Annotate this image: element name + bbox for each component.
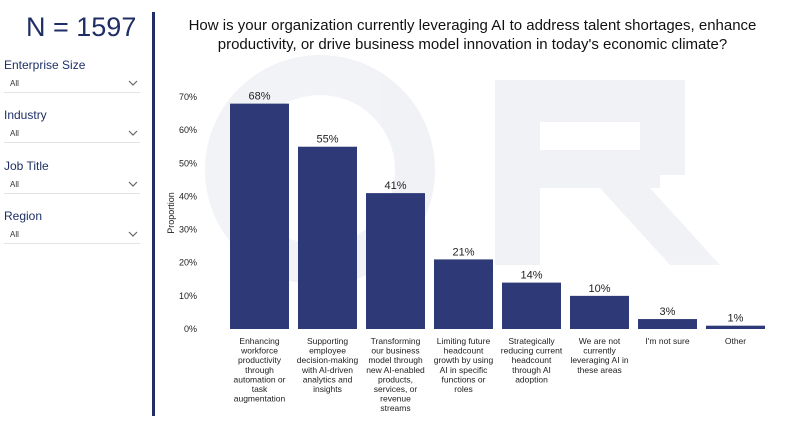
x-category-label: Strategically reducing current headcount th…	[501, 336, 563, 384]
y-axis-title: Proportion	[166, 192, 176, 234]
bar-value-label: 55%	[316, 134, 338, 146]
enterprise-size-label: Enterprise Size	[4, 58, 86, 72]
bar-value-label: 1%	[728, 313, 744, 325]
industry-value: All	[10, 129, 19, 138]
bar	[502, 282, 561, 329]
chevron-down-icon	[128, 80, 138, 86]
x-category-label: Supporting employee decision-making with AI…	[297, 336, 359, 394]
y-tick-label: 10%	[179, 291, 197, 301]
chevron-down-icon	[128, 181, 138, 187]
region-label: Region	[4, 209, 43, 223]
y-tick-label: 30%	[179, 225, 197, 235]
bar	[434, 259, 493, 329]
sample-size: N = 1597	[26, 12, 137, 42]
bar	[298, 146, 357, 329]
x-category-label: Transforming our business model through new…	[366, 336, 425, 413]
y-tick-label: 60%	[179, 125, 197, 135]
enterprise-size-value: All	[10, 79, 19, 88]
sidebar-divider	[152, 12, 155, 416]
y-tick-label: 70%	[179, 92, 197, 102]
y-tick-label: 50%	[179, 158, 197, 168]
bar-value-label: 68%	[248, 91, 270, 103]
x-category-label: We are not currently leveraging AI in these…	[570, 336, 628, 375]
bar	[706, 325, 765, 329]
industry-label: Industry	[4, 108, 47, 122]
chart-title: How is your organization currently lever…	[188, 17, 757, 53]
bar	[230, 103, 289, 329]
job-title-value: All	[10, 180, 19, 189]
chevron-down-icon	[128, 231, 138, 237]
filter-sidebar: N = 1597 Enterprise Size All Industry Al…	[0, 0, 152, 421]
bar-value-label: 21%	[452, 246, 474, 258]
bar-value-label: 41%	[384, 180, 406, 192]
bar-value-label: 10%	[588, 283, 610, 295]
bar	[366, 193, 425, 329]
y-tick-label: 40%	[179, 191, 197, 201]
industry-select[interactable]: All	[4, 126, 140, 143]
job-title-label: Job Title	[4, 159, 49, 173]
bar-value-label: 3%	[660, 306, 676, 318]
enterprise-size-select[interactable]: All	[4, 76, 140, 93]
bar-value-label: 14%	[520, 270, 542, 282]
bar	[570, 295, 629, 329]
y-tick-label: 20%	[179, 258, 197, 268]
region-value: All	[10, 230, 19, 239]
bar-chart: 0% 10% 20% 30% 40% 50% 60% 70% Proportion 68% Enh…	[166, 55, 765, 413]
x-category-label: Limiting future headcount growth by using A…	[434, 336, 494, 394]
x-category-label: I'm not sure	[645, 336, 689, 346]
bar	[638, 319, 697, 329]
x-category-label: Enhancing workforce productivity through aut…	[234, 336, 286, 404]
chevron-down-icon	[128, 130, 138, 136]
region-select[interactable]: All	[4, 227, 140, 244]
job-title-select[interactable]: All	[4, 177, 140, 194]
y-tick-label: 0%	[184, 324, 197, 334]
x-category-label: Other	[725, 336, 746, 346]
